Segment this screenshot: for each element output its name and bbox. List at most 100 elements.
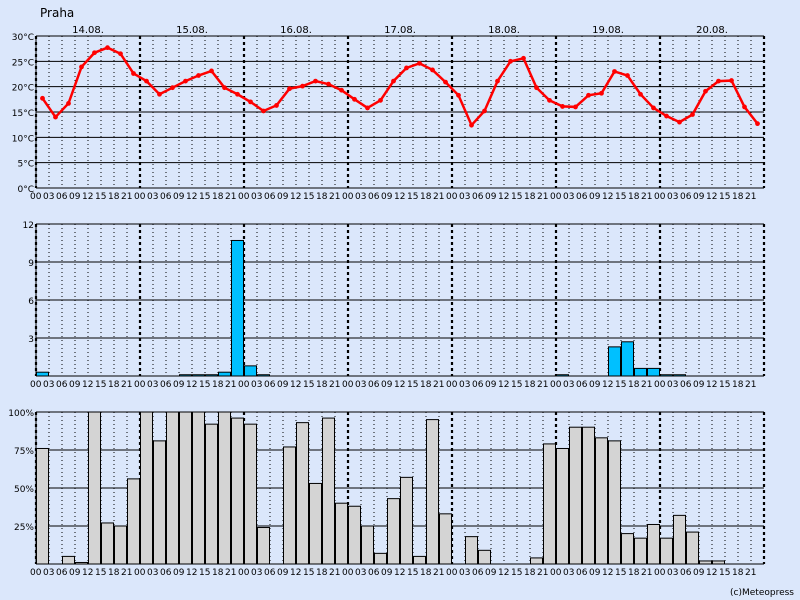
cloudiness-hour-label: 21 (537, 568, 548, 578)
cloudiness-hour-label: 12 (82, 568, 93, 578)
cloudiness-bar (660, 537, 673, 565)
temperature-point (404, 65, 409, 71)
temperature-point (560, 104, 565, 109)
temperature-hour-label: 18 (420, 192, 432, 202)
cloudiness-hour-label: 09 (277, 568, 289, 578)
temperature-point (495, 78, 500, 84)
cloudiness-hour-label: 03 (251, 568, 262, 578)
temperature-hour-label: 12 (706, 192, 717, 202)
cloudiness-bar (192, 411, 205, 565)
temperature-point (183, 78, 188, 84)
temperature-point (508, 58, 513, 64)
temperature-hour-label: 21 (329, 192, 340, 202)
cloudiness-hour-label: 09 (485, 568, 497, 578)
precipitation-hour-label: 15 (719, 380, 730, 390)
cloudiness-bar (127, 478, 140, 565)
temperature-point (66, 100, 71, 106)
cloudiness-hour-label: 06 (264, 568, 276, 578)
cloudiness-hour-label: 21 (641, 568, 652, 578)
temperature-hour-label: 03 (667, 192, 678, 202)
precipitation-hour-label: 12 (394, 380, 405, 390)
temperature-hour-label: 06 (264, 192, 276, 202)
temperature-point (40, 95, 45, 101)
temperature-point (274, 103, 279, 108)
precipitation-hour-label: 12 (186, 380, 197, 390)
temperature-hour-label: 09 (69, 192, 81, 202)
temperature-hour-label: 18 (524, 192, 536, 202)
temperature-point (703, 88, 708, 94)
temperature-point (235, 91, 240, 97)
cloudiness-hour-label: 06 (576, 568, 588, 578)
temperature-hour-label: 12 (290, 192, 301, 202)
temperature-point (391, 78, 396, 84)
cloudiness-bar (647, 523, 660, 565)
credit-text: (c)Meteopress (730, 588, 794, 598)
temperature-hour-label: 03 (459, 192, 470, 202)
cloudiness-bar (400, 476, 413, 565)
temperature-hour-label: 12 (82, 192, 93, 202)
cloudiness-hour-label: 06 (680, 568, 692, 578)
temperature-point (92, 50, 97, 56)
temperature-hour-label: 09 (381, 192, 393, 202)
precipitation-hour-label: 12 (706, 380, 717, 390)
cloudiness-bar (88, 411, 101, 565)
cloudiness-bar (322, 417, 335, 565)
location-title: Praha (40, 6, 75, 20)
temperature-point (326, 81, 331, 87)
precipitation-hour-label: 03 (563, 380, 574, 390)
cloudiness-ytick-label: 50% (14, 485, 34, 495)
temperature-hour-label: 21 (433, 192, 444, 202)
temperature-hour-label: 09 (173, 192, 185, 202)
temperature-point (79, 64, 84, 70)
cloudiness-hour-label: 12 (394, 568, 405, 578)
cloudiness-hour-label: 12 (706, 568, 717, 578)
temperature-point (586, 92, 591, 98)
cloudiness-hour-label: 15 (95, 568, 106, 578)
precipitation-bar (36, 371, 49, 377)
temperature-hour-label: 00 (238, 192, 250, 202)
cloudiness-bar (231, 417, 244, 565)
day-label: 16.08. (280, 25, 312, 36)
cloudiness-bar (686, 531, 699, 565)
temperature-hour-label: 18 (732, 192, 744, 202)
precipitation-hour-label: 15 (511, 380, 522, 390)
precipitation-hour-label: 06 (160, 380, 172, 390)
cloudiness-hour-label: 18 (732, 568, 744, 578)
temperature-hour-label: 00 (342, 192, 354, 202)
cloudiness-hour-label: 00 (30, 568, 42, 578)
precipitation-hour-label: 18 (628, 380, 640, 390)
cloudiness-hour-label: 15 (615, 568, 626, 578)
temperature-point (729, 78, 734, 83)
cloudiness-bar (595, 437, 608, 565)
temperature-hour-label: 15 (719, 192, 730, 202)
temperature-ytick-label: 30°C (12, 33, 34, 43)
precipitation-bar (634, 367, 647, 377)
cloudiness-hour-label: 03 (667, 568, 678, 578)
cloudiness-bar (673, 514, 686, 565)
precipitation-hour-label: 21 (433, 380, 444, 390)
temperature-point (638, 91, 643, 97)
cloudiness-hour-label: 15 (303, 568, 314, 578)
precipitation-hour-label: 18 (524, 380, 536, 390)
precipitation-hour-label: 21 (225, 380, 236, 390)
cloudiness-ytick-label: 75% (14, 447, 34, 457)
temperature-point (430, 67, 435, 73)
cloudiness-bar (569, 426, 582, 565)
cloudiness-bar (153, 440, 166, 565)
precipitation-hour-label: 15 (95, 380, 106, 390)
temperature-point (300, 83, 305, 89)
temperature-hour-label: 03 (355, 192, 366, 202)
temperature-point (469, 122, 474, 128)
precipitation-hour-label: 12 (602, 380, 613, 390)
precipitation-hour-label: 21 (121, 380, 132, 390)
precipitation-hour-label: 18 (732, 380, 744, 390)
precipitation-hour-label: 03 (251, 380, 262, 390)
temperature-hour-label: 09 (693, 192, 705, 202)
cloudiness-hour-label: 00 (342, 568, 354, 578)
temperature-hour-label: 00 (654, 192, 666, 202)
precipitation-hour-label: 09 (69, 380, 81, 390)
precipitation-hour-label: 06 (576, 380, 588, 390)
precipitation-hour-label: 06 (56, 380, 68, 390)
precipitation-hour-label: 21 (745, 380, 756, 390)
precipitation-bar (231, 239, 244, 377)
